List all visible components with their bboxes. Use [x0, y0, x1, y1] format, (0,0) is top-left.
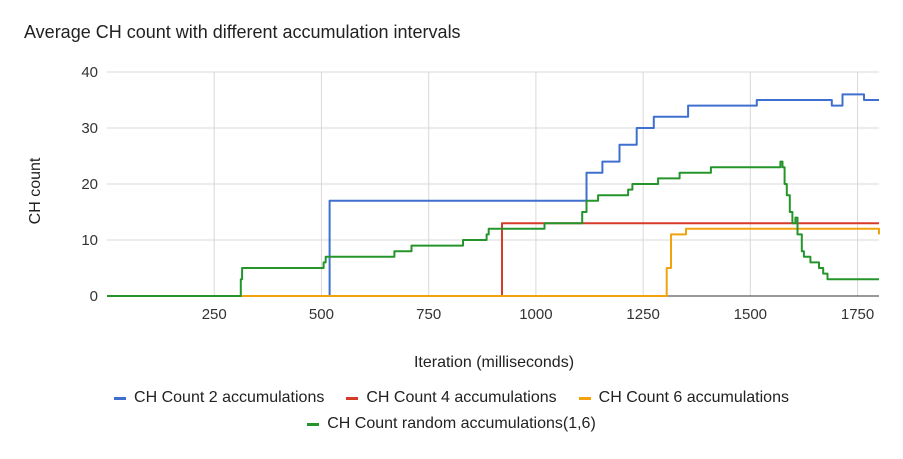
- x-tick-label: 250: [202, 306, 227, 323]
- series-line-2: [107, 227, 880, 297]
- y-tick-label: 40: [81, 64, 98, 81]
- legend-item-0: CH Count 2 accumulations: [114, 389, 324, 407]
- series-line-3: [107, 160, 879, 297]
- series-lines: [107, 93, 880, 297]
- legend-swatch: [307, 422, 320, 426]
- legend-row-1: CH Count 2 accumulations CH Count 4 accum…: [0, 389, 903, 407]
- x-axis-label: Iteration (milliseconds): [414, 354, 574, 371]
- legend-swatch: [346, 396, 359, 400]
- legend-item-3: CH Count random accumulations(1,6): [307, 415, 596, 433]
- series-line-0: [107, 93, 879, 297]
- legend-swatch: [578, 396, 591, 400]
- x-tick-label: 750: [416, 306, 441, 323]
- x-tick-label: 1250: [626, 306, 659, 323]
- legend-label: CH Count 4 accumulations: [366, 389, 557, 406]
- grid-layer: [107, 71, 879, 297]
- x-tick-label: 1750: [841, 306, 874, 323]
- series-line-1: [107, 222, 879, 297]
- chart-title: Average CH count with different accumula…: [24, 22, 461, 42]
- legend-item-1: CH Count 4 accumulations: [346, 389, 557, 407]
- legend-label: CH Count random accumulations(1,6): [327, 415, 596, 432]
- legend-label: CH Count 6 accumulations: [598, 389, 789, 406]
- legend-swatch: [114, 396, 127, 400]
- legend-row-2: CH Count random accumulations(1,6): [0, 415, 903, 433]
- y-tick-label: 10: [81, 232, 98, 249]
- legend-item-2: CH Count 6 accumulations: [578, 389, 789, 407]
- y-tick-label: 30: [81, 120, 98, 137]
- legend-label: CH Count 2 accumulations: [134, 389, 325, 406]
- x-tick-label: 1000: [519, 306, 552, 323]
- y-axis-label: CH count: [27, 157, 44, 224]
- y-tick-label: 0: [90, 288, 98, 305]
- y-tick-label: 20: [81, 176, 98, 193]
- x-tick-label: 500: [309, 306, 334, 323]
- x-tick-label: 1500: [734, 306, 767, 323]
- tick-labels: 250 500 750 1000 1250 1500 1750 0 10 20 30 40: [81, 64, 874, 323]
